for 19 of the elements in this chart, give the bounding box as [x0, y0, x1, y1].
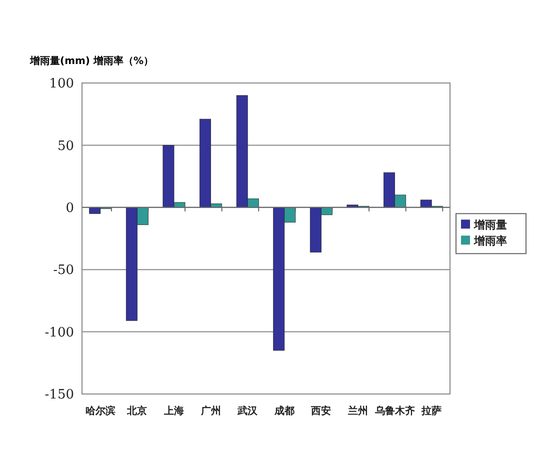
y-tick-label: -100	[44, 325, 74, 340]
x-tick-label: 上海	[163, 405, 184, 417]
x-tick-label: 乌鲁木齐	[374, 405, 415, 417]
y-tick-label: 100	[49, 76, 74, 92]
x-tick-label: 兰州	[347, 405, 368, 417]
y-tick-label: 0	[66, 200, 74, 216]
x-tick-label: 拉萨	[420, 405, 442, 417]
legend-label: 增雨率	[473, 234, 507, 248]
y-axis-title: 增雨量(mm) 增雨率（%）	[29, 55, 154, 67]
x-tick-label: 广州	[200, 405, 221, 417]
legend-label: 增雨量	[473, 218, 507, 232]
y-tick-label: -50	[53, 263, 74, 278]
x-tick-label: 武汉	[236, 405, 259, 417]
x-tick-label: 哈尔滨	[85, 405, 116, 417]
y-tick-label: 50	[57, 138, 74, 154]
x-tick-label: 西安	[310, 405, 332, 417]
x-tick-label: 成都	[273, 405, 294, 417]
x-tick-label: 北京	[126, 405, 148, 417]
y-tick-label: -150	[44, 388, 74, 403]
